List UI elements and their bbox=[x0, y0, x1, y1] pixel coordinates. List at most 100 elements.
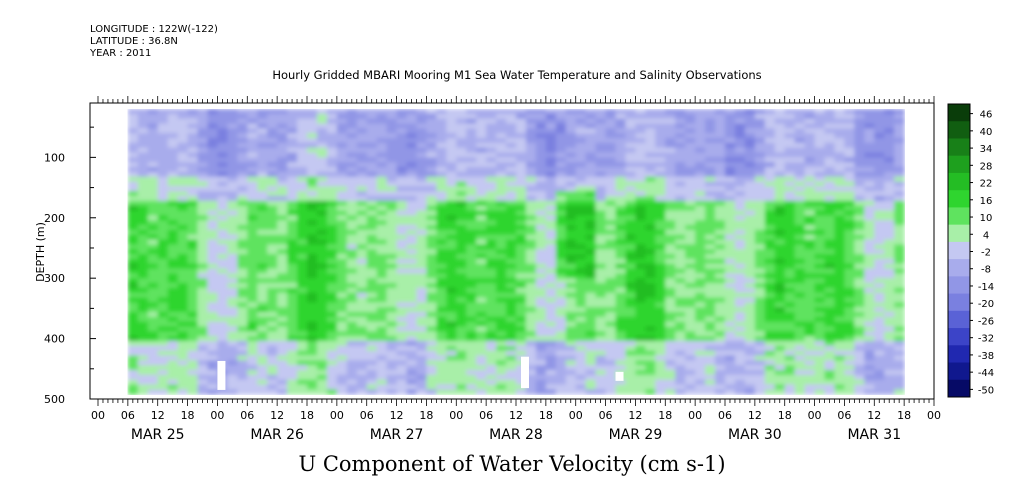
heatmap-cell bbox=[675, 191, 686, 197]
heatmap-cell bbox=[844, 157, 855, 163]
heatmap-cell bbox=[814, 254, 826, 260]
heatmap-cell bbox=[685, 109, 696, 115]
heatmap-cell bbox=[197, 292, 209, 299]
heatmap-cell bbox=[147, 157, 159, 163]
heatmap-cell bbox=[177, 220, 189, 226]
heatmap-cell bbox=[456, 142, 467, 149]
heatmap-cell bbox=[307, 307, 318, 313]
heatmap-cell bbox=[764, 331, 776, 337]
heatmap-cell bbox=[426, 312, 437, 318]
heatmap-cell bbox=[814, 109, 826, 115]
heatmap-cell bbox=[406, 234, 418, 241]
heatmap-cell bbox=[844, 360, 855, 366]
heatmap-cell bbox=[814, 176, 826, 183]
heatmap-cell bbox=[247, 138, 258, 144]
heatmap-cell bbox=[346, 316, 358, 323]
heatmap-cell bbox=[446, 229, 457, 236]
heatmap-cell bbox=[894, 157, 905, 163]
heatmap-cell bbox=[685, 225, 696, 231]
heatmap-cell bbox=[725, 109, 736, 115]
heatmap-cell bbox=[516, 128, 527, 134]
heatmap-cell bbox=[157, 200, 169, 207]
heatmap-cell bbox=[824, 389, 836, 395]
heatmap-cell bbox=[844, 176, 855, 183]
heatmap-cell bbox=[356, 167, 368, 173]
heatmap-cell bbox=[217, 321, 228, 328]
heatmap-cell bbox=[545, 196, 557, 202]
heatmap-cell bbox=[217, 176, 228, 183]
heatmap-cell bbox=[496, 312, 507, 318]
heatmap-cell bbox=[595, 118, 607, 125]
heatmap-cell bbox=[685, 297, 696, 303]
heatmap-cell bbox=[396, 147, 408, 154]
heatmap-cell bbox=[725, 229, 736, 236]
heatmap-cell bbox=[685, 133, 696, 139]
heatmap-cell bbox=[555, 370, 567, 376]
heatmap-cell bbox=[277, 341, 288, 347]
heatmap-cell bbox=[774, 220, 786, 226]
heatmap-cell bbox=[516, 220, 527, 226]
heatmap-cell bbox=[157, 157, 169, 163]
heatmap-cell bbox=[525, 370, 537, 376]
heatmap-cell bbox=[476, 278, 487, 284]
heatmap-cell bbox=[675, 273, 686, 279]
heatmap-cell bbox=[307, 316, 318, 323]
heatmap-cell bbox=[784, 384, 796, 390]
heatmap-cell bbox=[844, 162, 855, 168]
heatmap-cell bbox=[177, 321, 189, 328]
heatmap-cell bbox=[187, 355, 199, 361]
heatmap-cell bbox=[416, 239, 428, 245]
heatmap-cell bbox=[456, 229, 467, 236]
heatmap-cell bbox=[376, 181, 388, 187]
heatmap-cell bbox=[565, 138, 577, 144]
heatmap-cell bbox=[774, 225, 786, 231]
heatmap-cell bbox=[774, 287, 786, 294]
heatmap-cell bbox=[525, 312, 537, 318]
heatmap-cell bbox=[516, 350, 527, 357]
heatmap-cell bbox=[436, 278, 447, 284]
heatmap-cell bbox=[217, 258, 228, 265]
heatmap-cell bbox=[794, 336, 806, 342]
heatmap-cell bbox=[565, 210, 577, 216]
heatmap-cell bbox=[486, 336, 497, 342]
heatmap-cell bbox=[565, 374, 577, 381]
heatmap-cell bbox=[277, 321, 288, 328]
heatmap-cell bbox=[824, 147, 836, 154]
heatmap-cell bbox=[874, 133, 885, 139]
heatmap-cell bbox=[217, 263, 228, 270]
heatmap-cell bbox=[257, 157, 268, 163]
heatmap-cell bbox=[844, 370, 855, 376]
heatmap-cell bbox=[695, 360, 706, 366]
heatmap-cell bbox=[197, 113, 209, 120]
heatmap-cell bbox=[376, 123, 388, 129]
heatmap-cell bbox=[834, 162, 846, 168]
heatmap-cell bbox=[287, 142, 298, 149]
heatmap-cell bbox=[744, 268, 756, 274]
heatmap-cell bbox=[207, 384, 219, 390]
heatmap-cell bbox=[844, 200, 855, 207]
heatmap-cell bbox=[874, 191, 885, 197]
heatmap-cell bbox=[595, 254, 607, 260]
heatmap-cell bbox=[297, 307, 308, 313]
heatmap-cell bbox=[834, 123, 846, 129]
heatmap-cell bbox=[645, 326, 656, 332]
heatmap-cell bbox=[336, 345, 348, 352]
heatmap-cell bbox=[754, 292, 766, 299]
heatmap-cell bbox=[535, 336, 547, 342]
heatmap-cell bbox=[147, 118, 159, 125]
heatmap-cell bbox=[157, 181, 169, 187]
heatmap-cell bbox=[774, 374, 786, 381]
heatmap-cell bbox=[287, 374, 298, 381]
heatmap-cell bbox=[496, 229, 507, 236]
heatmap-cell bbox=[754, 355, 766, 361]
heatmap-cell bbox=[794, 244, 806, 250]
heatmap-cell bbox=[446, 196, 457, 202]
heatmap-cell bbox=[446, 326, 457, 332]
heatmap-cell bbox=[884, 326, 895, 332]
heatmap-cell bbox=[496, 133, 507, 139]
heatmap-cell bbox=[784, 350, 796, 357]
heatmap-cell bbox=[744, 350, 756, 357]
heatmap-cell bbox=[575, 234, 587, 241]
heatmap-cell bbox=[715, 273, 726, 279]
heatmap-cell bbox=[824, 249, 836, 255]
